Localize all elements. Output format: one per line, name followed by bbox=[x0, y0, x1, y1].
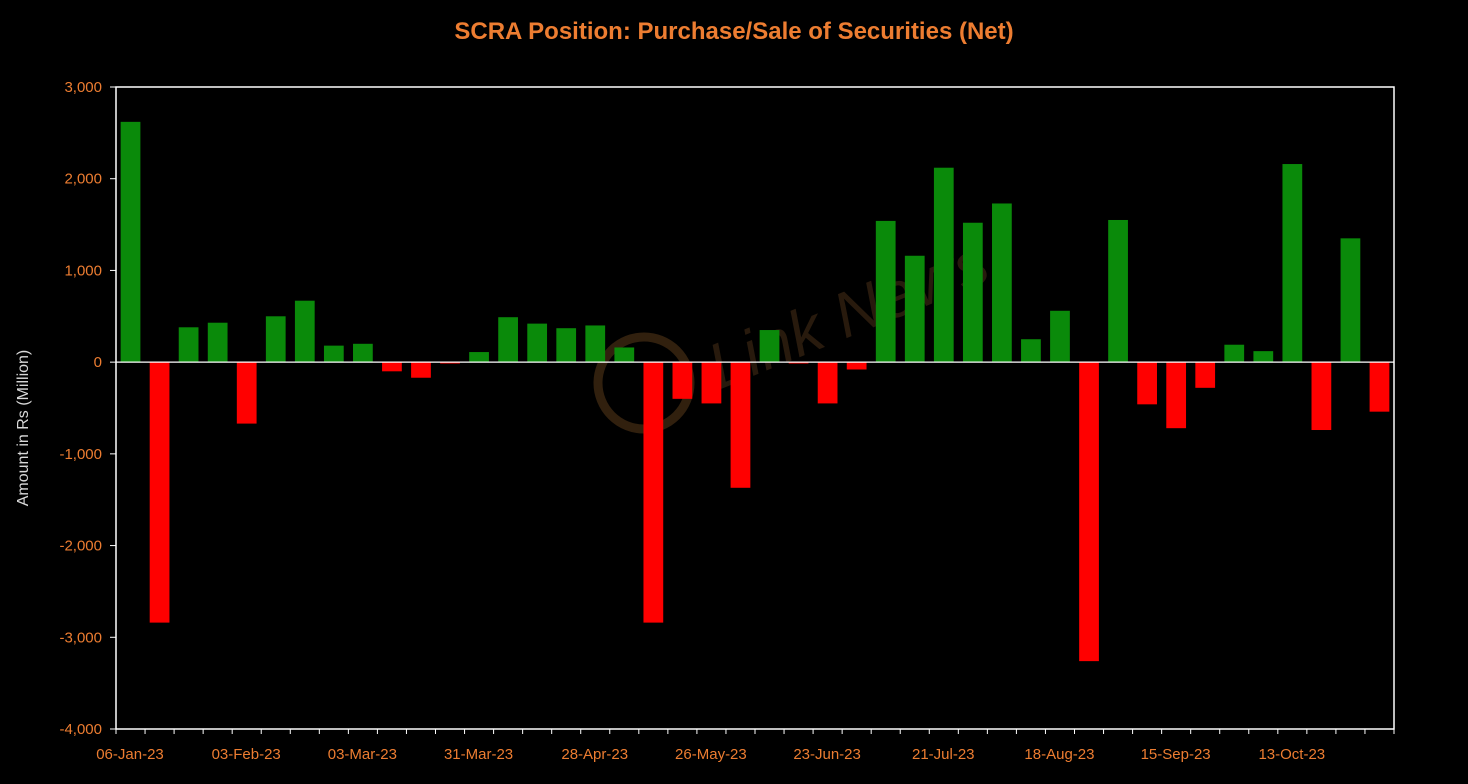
bar-10-Feb-23 bbox=[265, 316, 286, 363]
bar-02-Jun-23 bbox=[730, 362, 751, 488]
bar-22-Sep-23 bbox=[1195, 362, 1216, 388]
y-tick-label: 1,000 bbox=[64, 262, 102, 279]
x-tick-label: 03-Mar-23 bbox=[328, 746, 397, 763]
bar-07-Apr-23 bbox=[498, 317, 518, 363]
bar-08-Sep-23 bbox=[1137, 362, 1157, 405]
bar-06-Jan-23 bbox=[120, 121, 141, 363]
bar-09-Jun-23 bbox=[759, 330, 780, 363]
bar-23-Jun-23 bbox=[817, 362, 838, 404]
bar-14-Apr-23 bbox=[527, 323, 548, 363]
bar-07-Jul-23 bbox=[875, 220, 896, 363]
bar-18-Aug-23 bbox=[1050, 310, 1070, 363]
bar-27-Jan-23 bbox=[207, 322, 228, 363]
x-tick-label: 13-Oct-23 bbox=[1258, 746, 1325, 763]
chart-title: SCRA Position: Purchase/Sale of Securiti… bbox=[454, 18, 1014, 45]
y-tick-label: -4,000 bbox=[59, 721, 102, 738]
x-tick-label: 06-Jan-23 bbox=[96, 746, 164, 763]
bar-01-Sep-23 bbox=[1108, 219, 1128, 363]
x-tick-label: 15-Sep-23 bbox=[1141, 746, 1211, 763]
bar-28-Apr-23 bbox=[585, 325, 606, 363]
y-tick-label: -1,000 bbox=[59, 446, 102, 463]
bar-11-Aug-23 bbox=[1021, 339, 1041, 363]
bar-31-Mar-23 bbox=[469, 352, 489, 363]
x-tick-label: 26-May-23 bbox=[675, 746, 747, 763]
bar-06-Oct-23 bbox=[1253, 351, 1274, 363]
x-tick-label: 23-Jun-23 bbox=[793, 746, 861, 763]
y-tick-label: 2,000 bbox=[64, 171, 102, 188]
bar-10-Mar-23 bbox=[382, 362, 402, 372]
bar-19-May-23 bbox=[672, 362, 693, 399]
bar-24-Mar-23 bbox=[440, 362, 460, 364]
bar-12-May-23 bbox=[643, 362, 664, 623]
bar-26-May-23 bbox=[701, 362, 722, 404]
bar-13-Jan-23 bbox=[149, 362, 170, 623]
bar-24-Feb-23 bbox=[323, 345, 344, 363]
bar-17-Feb-23 bbox=[294, 300, 315, 363]
bar-15-Sep-23 bbox=[1166, 362, 1187, 429]
bar-28-Jul-23 bbox=[962, 222, 983, 363]
y-tick-label: -2,000 bbox=[59, 538, 102, 555]
x-tick-label: 28-Apr-23 bbox=[561, 746, 628, 763]
bar-16-Jun-23 bbox=[788, 362, 809, 364]
bar-05-May-23 bbox=[614, 347, 635, 363]
bar-13-Oct-23 bbox=[1282, 164, 1303, 363]
y-tick-label: 0 bbox=[94, 354, 102, 371]
bar-14-Jul-23 bbox=[904, 255, 925, 363]
x-tick-label: 21-Jul-23 bbox=[912, 746, 975, 763]
bar-04-Aug-23 bbox=[992, 203, 1012, 363]
x-tick-label: 18-Aug-23 bbox=[1024, 746, 1094, 763]
y-tick-label: 3,000 bbox=[64, 79, 102, 96]
bar-20-Jan-23 bbox=[178, 327, 199, 363]
x-tick-label: 31-Mar-23 bbox=[444, 746, 513, 763]
bar-25-Aug-23 bbox=[1079, 362, 1099, 662]
bar-03-Mar-23 bbox=[353, 343, 373, 363]
bar-03-Feb-23 bbox=[236, 362, 257, 424]
bar-27-Oct-23 bbox=[1340, 238, 1361, 363]
y-axis-label: Amount in Rs (Million) bbox=[15, 350, 32, 506]
x-tick-label: 03-Feb-23 bbox=[212, 746, 281, 763]
bar-29-Sep-23 bbox=[1224, 344, 1245, 363]
bar-17-Mar-23 bbox=[411, 362, 431, 378]
plot-frame bbox=[115, 86, 1395, 730]
bar-21-Apr-23 bbox=[556, 328, 577, 363]
bar-30-Jun-23 bbox=[846, 362, 867, 370]
bar-20-Oct-23 bbox=[1311, 362, 1332, 431]
bar-03-Nov-23 bbox=[1369, 362, 1390, 412]
y-tick-label: -3,000 bbox=[59, 629, 102, 646]
bar-21-Jul-23 bbox=[933, 167, 954, 363]
